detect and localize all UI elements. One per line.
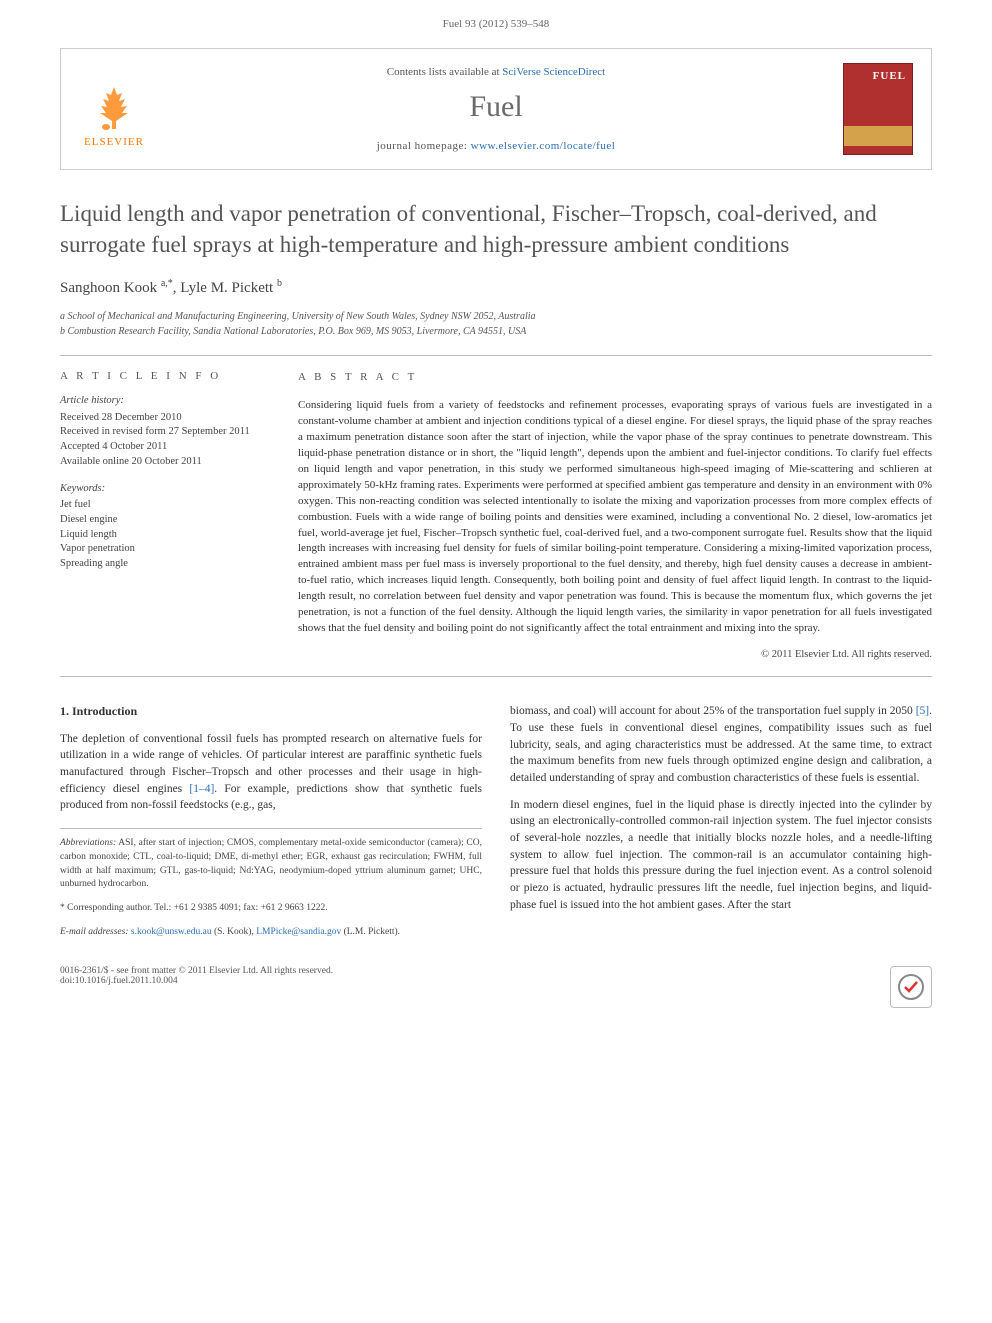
footer-left: 0016-2361/$ - see front matter © 2011 El… [60,966,333,1008]
homepage-label: journal homepage: [377,140,471,152]
publisher-name: ELSEVIER [84,136,144,148]
article-info-column: A R T I C L E I N F O Article history: R… [60,356,280,676]
body-right-column: biomass, and coal) will account for abou… [510,703,932,949]
elsevier-tree-icon [91,83,137,133]
affiliations: a School of Mechanical and Manufacturing… [60,309,932,339]
body-left-column: 1. Introduction The depletion of convent… [60,703,482,949]
article-title: Liquid length and vapor penetration of c… [60,198,932,260]
info-abstract-row: A R T I C L E I N F O Article history: R… [60,355,932,677]
article-info-heading: A R T I C L E I N F O [60,370,264,382]
history-revised: Received in revised form 27 September 20… [60,425,264,440]
journal-homepage-line: journal homepage: www.elsevier.com/locat… [161,140,831,152]
journal-homepage-link[interactable]: www.elsevier.com/locate/fuel [471,140,616,152]
article-front-matter: Liquid length and vapor penetration of c… [0,198,992,950]
article-history-block: Article history: Received 28 December 20… [60,394,264,469]
corresponding-author-footnote: * Corresponding author. Tel.: +61 2 9385… [60,902,482,916]
body-two-columns: 1. Introduction The depletion of convent… [60,703,932,949]
footnotes: Abbreviations: ASI, after start of injec… [60,828,482,940]
body-left-para-1: The depletion of conventional fossil fue… [60,731,482,814]
journal-cover-thumbnail: FUEL [843,63,913,155]
abbreviations-footnote: Abbreviations: ASI, after start of injec… [60,837,482,892]
email-link-1[interactable]: s.kook@unsw.edu.au [131,927,212,937]
keyword-5: Spreading angle [60,557,264,572]
abstract-column: A B S T R A C T Considering liquid fuels… [280,356,932,676]
section-1-heading: 1. Introduction [60,703,482,720]
journal-cover-stripe [844,126,912,146]
page-footer: 0016-2361/$ - see front matter © 2011 El… [0,950,992,1032]
affiliation-a: a School of Mechanical and Manufacturing… [60,309,932,324]
abstract-copyright: © 2011 Elsevier Ltd. All rights reserved… [298,647,932,662]
corr-label: * Corresponding author. [60,903,154,913]
crossmark-badge[interactable] [890,966,932,1008]
keywords-label: Keywords: [60,482,264,497]
masthead-center: Contents lists available at SciVerse Sci… [149,66,843,152]
email-footnote: E-mail addresses: s.kook@unsw.edu.au (S.… [60,926,482,940]
abbrev-label: Abbreviations: [60,838,116,848]
abbrev-text: ASI, after start of injection; CMOS, com… [60,838,482,889]
affiliation-b: b Combustion Research Facility, Sandia N… [60,324,932,339]
journal-cover-title: FUEL [873,70,906,82]
email-label: E-mail addresses: [60,927,131,937]
journal-masthead: ELSEVIER Contents lists available at Sci… [60,48,932,170]
contents-prefix: Contents lists available at [387,66,502,78]
corr-text: Tel.: +61 2 9385 4091; fax: +61 2 9663 1… [154,903,327,913]
email-who-1: (S. Kook), [214,927,256,937]
history-label: Article history: [60,394,264,409]
contents-available-line: Contents lists available at SciVerse Sci… [161,66,831,78]
front-matter-line: 0016-2361/$ - see front matter © 2011 El… [60,966,333,976]
keyword-2: Diesel engine [60,513,264,528]
journal-name: Fuel [161,90,831,124]
publisher-logo: ELSEVIER [79,70,149,148]
sciencedirect-link[interactable]: SciVerse ScienceDirect [502,66,605,78]
keyword-4: Vapor penetration [60,542,264,557]
keyword-1: Jet fuel [60,498,264,513]
email-link-2[interactable]: LMPicke@sandia.gov [256,927,341,937]
crossmark-icon [897,973,925,1001]
author-list: Sanghoon Kook a,*, Lyle M. Pickett b [60,278,932,297]
history-received: Received 28 December 2010 [60,411,264,426]
doi-line: doi:10.1016/j.fuel.2011.10.004 [60,976,333,986]
running-head: Fuel 93 (2012) 539–548 [0,0,992,40]
keywords-block: Keywords: Jet fuel Diesel engine Liquid … [60,482,264,572]
history-accepted: Accepted 4 October 2011 [60,440,264,455]
history-online: Available online 20 October 2011 [60,455,264,470]
body-right-para-1: biomass, and coal) will account for abou… [510,703,932,786]
email-who-2: (L.M. Pickett). [344,927,400,937]
body-right-para-2: In modern diesel engines, fuel in the li… [510,797,932,914]
abstract-text: Considering liquid fuels from a variety … [298,398,932,637]
keyword-3: Liquid length [60,528,264,543]
abstract-heading: A B S T R A C T [298,370,932,386]
